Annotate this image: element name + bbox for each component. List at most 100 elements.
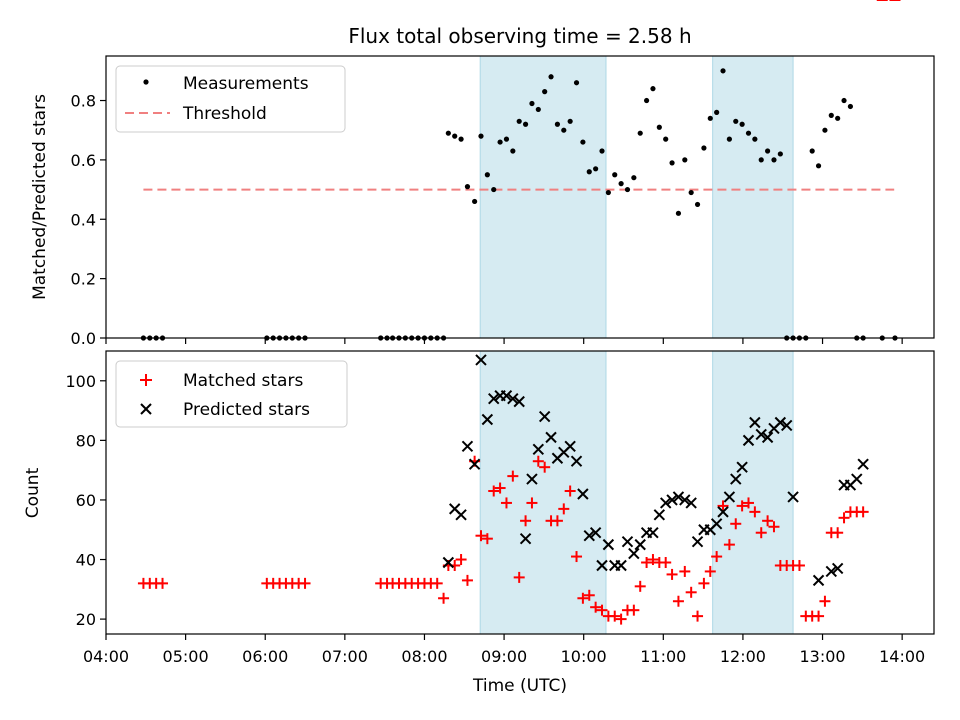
x-tick-label: 10:00 [561, 647, 607, 666]
predicted-star-point [468, 458, 481, 470]
predicted-star-point [538, 410, 551, 423]
matched-star-point [819, 595, 831, 607]
measurement-point [522, 121, 529, 127]
measurement-point [707, 115, 713, 121]
matched-star-point [730, 518, 742, 530]
matched-star-point [571, 551, 583, 563]
bottom-observing-intervals [479, 350, 794, 635]
measurement-point [637, 130, 643, 136]
matched-star-point [704, 565, 716, 577]
top-observing-intervals [479, 55, 794, 339]
x-axis-label: Time (UTC) [472, 676, 567, 696]
matched-star-point [500, 497, 512, 509]
predicted-star-point [825, 565, 838, 578]
measurement-point [650, 86, 656, 92]
predicted-star-point [455, 509, 467, 521]
matched-star-point [857, 506, 869, 518]
x-tick-label: 05:00 [163, 647, 209, 666]
measurement-point [452, 133, 458, 139]
measurement-point [605, 189, 611, 196]
matched-star-point [723, 539, 735, 551]
predicted-star-point [787, 491, 799, 503]
measurement-point [458, 136, 464, 142]
measurement-point [445, 130, 451, 136]
predicted-star-point [647, 527, 659, 539]
measurement-point [815, 163, 822, 169]
measurement-point [822, 127, 828, 133]
matched-star-point [558, 503, 570, 515]
matched-star-point [590, 601, 602, 613]
matched-star-point [660, 557, 672, 569]
y-tick-label: 80 [76, 431, 96, 450]
matched-star-point [698, 577, 710, 589]
predicted-star-point [774, 416, 787, 429]
measurement-point [554, 121, 561, 127]
bottom-plot-frame [105, 350, 935, 635]
predicted-star-point [831, 562, 844, 575]
predicted-star-point [583, 529, 595, 542]
y-tick-label: 40 [76, 551, 96, 570]
matched-star-point [736, 500, 748, 512]
measurement-point [828, 112, 834, 118]
matched-star-point [507, 470, 519, 482]
matched-star-point [647, 554, 659, 566]
observing-interval-2 [712, 55, 794, 339]
predicted-star-point [602, 538, 615, 551]
predicted-star-point [672, 491, 685, 503]
predicted-star-point [461, 440, 474, 453]
measurement-point [484, 172, 490, 178]
matched-star-point [475, 530, 487, 542]
matched-star-point [762, 515, 774, 527]
measurement-point [835, 115, 841, 121]
matched-star-point [742, 497, 754, 509]
predicted-star-point [475, 354, 487, 366]
measurement-point [567, 118, 573, 124]
measurement-point [618, 181, 624, 187]
y-tick-label: 100 [65, 372, 96, 391]
matched-star-point [609, 610, 621, 622]
predicted-star-point [857, 458, 869, 470]
measurement-point [535, 106, 541, 113]
predicted-star-point [570, 455, 583, 467]
matched-star-point [564, 485, 576, 497]
predicted-star-point [596, 559, 608, 572]
measurement-point [714, 109, 720, 115]
matched-star-point [583, 589, 595, 601]
matched-star-point [481, 533, 493, 545]
matched-star-point [813, 610, 825, 622]
measurement-point [472, 198, 478, 205]
matched-star-point [679, 565, 691, 577]
predicted-star-point [526, 473, 538, 485]
bottom-legend-box [115, 360, 348, 428]
predicted-star-point [685, 497, 697, 509]
predicted-star-point [577, 488, 589, 500]
top-x-axis-ticks [105, 338, 903, 344]
matched-star-point [520, 515, 532, 527]
y-tick-label: 0.6 [71, 151, 96, 170]
measurement-point [745, 130, 752, 136]
top-legend-box [115, 65, 346, 133]
measurement-point [720, 68, 726, 74]
predicted-star-point [723, 491, 736, 503]
measurement-point [503, 136, 510, 142]
measurement-point [464, 184, 471, 190]
measurement-point [624, 186, 631, 193]
matched-star-point [461, 574, 473, 586]
x-tick-label: 08:00 [401, 647, 447, 666]
predicted-star-point [749, 416, 761, 429]
predicted-star-point [691, 535, 704, 548]
x-tick-label: 04:00 [83, 647, 129, 666]
x-tick-label: 06:00 [242, 647, 288, 666]
matched-star-point [749, 506, 761, 518]
legend-measurements-label: Measurements [183, 74, 309, 94]
predicted-star-point [564, 440, 576, 453]
bottom-legend: Matched stars Predicted stars [115, 360, 348, 428]
matched-star-point [488, 485, 500, 497]
x-tick-label: 11:00 [640, 647, 686, 666]
matched-star-point [666, 568, 678, 580]
measurement-point [752, 136, 758, 142]
measurement-point [478, 133, 484, 139]
x-tick-label: 14:00 [879, 647, 925, 666]
matched-star-point [513, 571, 525, 583]
x-tick-label: 13:00 [799, 647, 845, 666]
